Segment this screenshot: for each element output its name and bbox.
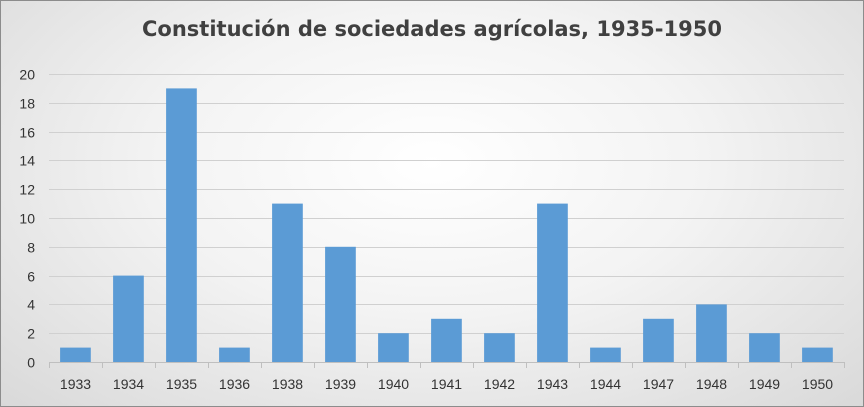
bar-1943 <box>537 203 568 362</box>
bar-1938 <box>272 203 303 362</box>
y-tick-label: 6 <box>27 269 35 285</box>
y-tick-label: 16 <box>19 125 35 141</box>
bar-1942 <box>484 333 515 362</box>
x-tick-label: 1934 <box>113 376 144 392</box>
y-tick-label: 20 <box>19 67 35 83</box>
chart-title: Constitución de sociedades agrícolas, 19… <box>142 17 722 41</box>
x-tick-label: 1948 <box>696 376 727 392</box>
x-tick-label: 1933 <box>60 376 91 392</box>
y-tick-label: 10 <box>19 211 35 227</box>
bar-1936 <box>219 347 250 362</box>
bar-1935 <box>166 88 197 363</box>
y-tick-label: 2 <box>27 326 35 342</box>
x-tick-label: 1940 <box>378 376 409 392</box>
y-tick-label: 18 <box>19 96 35 112</box>
x-tick-label: 1941 <box>431 376 462 392</box>
x-tick-label: 1936 <box>219 376 250 392</box>
x-tick-label: 1939 <box>325 376 356 392</box>
bar-1947 <box>643 318 674 362</box>
bar-1949 <box>749 333 780 362</box>
bar-1948 <box>696 304 727 362</box>
x-tick-label: 1938 <box>272 376 303 392</box>
x-tick-label: 1949 <box>749 376 780 392</box>
bar-1933 <box>60 347 91 362</box>
x-tick-label: 1942 <box>484 376 515 392</box>
x-tick-label: 1947 <box>643 376 674 392</box>
x-tick-label: 1943 <box>537 376 568 392</box>
bar-1941 <box>431 318 462 362</box>
y-tick-label: 14 <box>19 153 35 169</box>
y-tick-label: 12 <box>19 182 35 198</box>
x-tick-label: 1944 <box>590 376 621 392</box>
y-tick-label: 4 <box>27 297 35 313</box>
bar-1950 <box>802 347 833 362</box>
bar-1944 <box>590 347 621 362</box>
bar-1939 <box>325 246 356 362</box>
y-tick-label: 0 <box>27 355 35 371</box>
bar-1940 <box>378 333 409 362</box>
x-tick-label: 1935 <box>166 376 197 392</box>
x-tick-label: 1950 <box>802 376 833 392</box>
y-tick-label: 8 <box>27 240 35 256</box>
bar-1934 <box>113 275 144 362</box>
